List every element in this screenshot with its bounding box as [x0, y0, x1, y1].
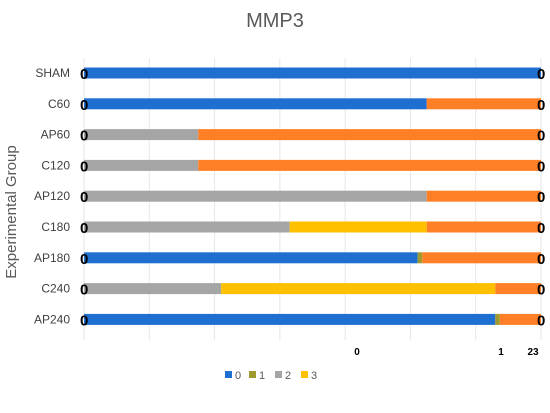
bar-segment-c180-unlabeled — [426, 221, 541, 233]
bars-group — [84, 67, 541, 325]
zero-marker: 0 — [537, 220, 545, 237]
bar-segment-c180-3 — [289, 221, 427, 233]
bar-segment-ap240-unlabeled — [499, 313, 541, 325]
category-label: C120 — [41, 158, 70, 172]
bar-segment-c60-0 — [84, 98, 427, 110]
bar-segment-c120-2 — [84, 159, 199, 171]
bar-segment-ap120-unlabeled — [426, 190, 541, 202]
bar-segment-c180-2 — [84, 221, 290, 233]
zero-marker: 0 — [537, 66, 545, 83]
zero-marker: 0 — [80, 220, 88, 237]
category-labels: SHAM C60 AP60 C120 AP120 C180 AP180 C240 AP240 — [34, 66, 70, 326]
bar-segment-sham-0 — [84, 67, 541, 79]
bar-segment-ap60-unlabeled — [198, 129, 541, 141]
category-label: AP120 — [34, 189, 70, 203]
bar-segment-ap60-2 — [84, 129, 199, 141]
category-label: C180 — [41, 220, 70, 234]
legend-label: 1 — [259, 370, 265, 382]
legend-label: 2 — [285, 370, 291, 382]
y-axis-label: Experimental Group — [3, 145, 20, 278]
zero-marker: 0 — [80, 158, 88, 175]
category-label: C240 — [41, 282, 70, 296]
zero-marker: 0 — [537, 251, 545, 268]
bar-segment-ap240-0 — [84, 313, 496, 325]
zero-marker: 0 — [537, 128, 545, 145]
x-tick-label: 1 — [498, 347, 504, 358]
zero-markers: 0 0 0 0 0 0 0 0 0 0 0 0 0 0 0 0 0 0 — [80, 66, 545, 329]
x-tick-label: 23 — [527, 347, 539, 358]
bar-segment-ap120-2 — [84, 190, 427, 202]
legend-swatch — [225, 371, 232, 378]
bar-segment-ap180-unlabeled — [422, 252, 541, 264]
bar-segment-c240-unlabeled — [495, 283, 541, 295]
legend: 0 1 2 3 — [225, 370, 317, 382]
zero-marker: 0 — [80, 189, 88, 206]
legend-label: 0 — [235, 370, 241, 382]
category-label: SHAM — [35, 66, 70, 80]
bar-segment-c60-unlabeled — [426, 98, 541, 110]
category-label: AP180 — [34, 251, 70, 265]
zero-marker: 0 — [537, 282, 545, 299]
zero-marker: 0 — [537, 158, 545, 175]
legend-label: 3 — [311, 370, 317, 382]
zero-marker: 0 — [537, 189, 545, 206]
bar-segment-c240-3 — [221, 283, 496, 295]
category-label: AP240 — [34, 312, 70, 326]
chart-title: MMP3 — [246, 10, 304, 32]
category-label: C60 — [48, 97, 70, 111]
bar-segment-ap240-1 — [495, 313, 500, 325]
category-label: AP60 — [41, 128, 71, 142]
bar-segment-ap180-0 — [84, 252, 418, 264]
zero-marker: 0 — [537, 312, 545, 329]
zero-marker: 0 — [80, 312, 88, 329]
bar-segment-ap180-1 — [417, 252, 423, 264]
legend-swatch — [275, 371, 282, 378]
legend-swatch — [301, 371, 308, 378]
zero-marker: 0 — [80, 282, 88, 299]
x-tick-label: 0 — [354, 347, 360, 358]
bar-segment-c120-unlabeled — [198, 159, 541, 171]
bar-segment-c240-2 — [84, 283, 222, 295]
zero-marker: 0 — [537, 97, 545, 114]
zero-marker: 0 — [80, 128, 88, 145]
zero-marker: 0 — [80, 97, 88, 114]
zero-marker: 0 — [80, 251, 88, 268]
legend-swatch — [249, 371, 256, 378]
zero-marker: 0 — [80, 66, 88, 83]
x-tick-labels: 0 1 23 — [354, 347, 539, 358]
